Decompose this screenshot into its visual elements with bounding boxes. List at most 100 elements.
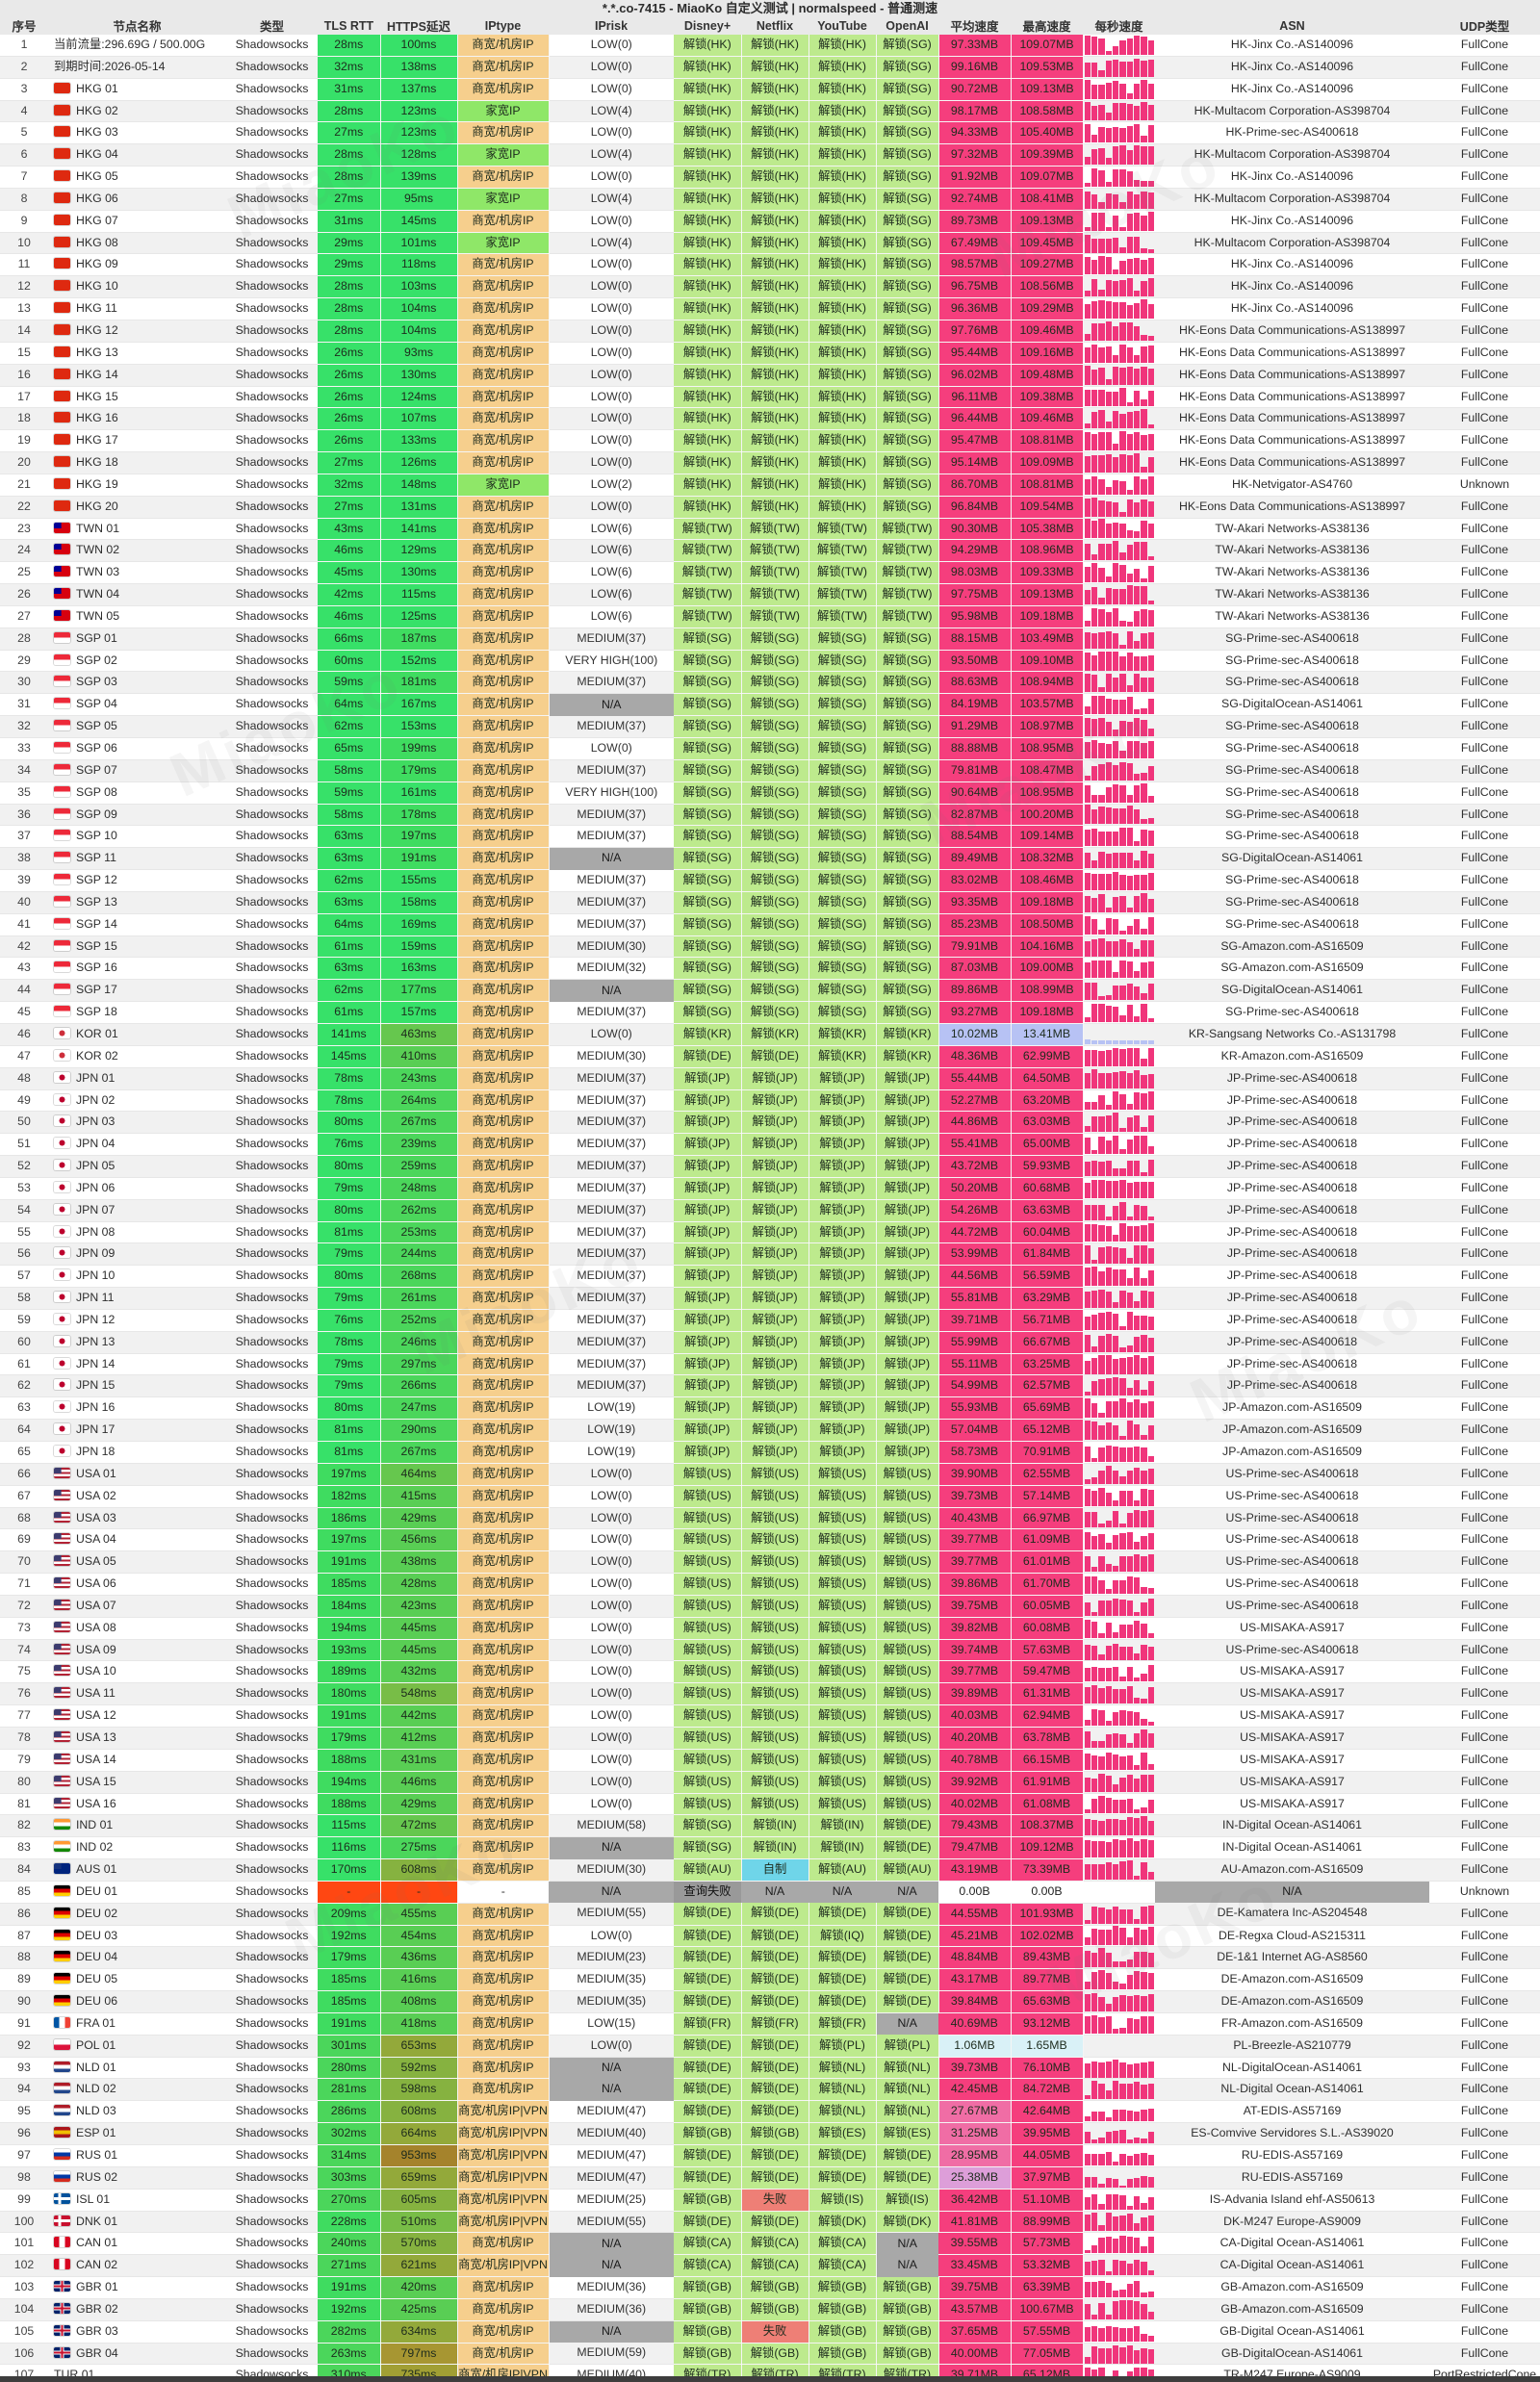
cell-udp-type: FullCone (1429, 1441, 1540, 1464)
cell-asn: US-Prime-sec-AS400618 (1155, 1528, 1429, 1552)
unlock-cell: 解锁(SG) (808, 781, 877, 805)
cell-udp-type: FullCone (1429, 2298, 1540, 2321)
cell-https-delay: 161ms (380, 781, 458, 805)
cell-https-delay: 418ms (380, 2012, 458, 2036)
cell-max-speed: 64.50MB (1011, 1067, 1084, 1090)
cell-node-name: RUS 01 (48, 2144, 226, 2167)
unlock-cell: 解锁(DE) (741, 2166, 809, 2190)
cell-node-name: DNK 01 (48, 2211, 226, 2234)
cell-asn: JP-Prime-sec-AS400618 (1155, 1111, 1429, 1135)
cell-row-number: 28 (0, 628, 48, 651)
cell-udp-type: FullCone (1429, 1660, 1540, 1684)
speed-sparkline (1083, 2298, 1155, 2321)
flag-icon-sg (54, 895, 70, 907)
unlock-cell: 解锁(DE) (876, 1925, 939, 1948)
cell-ip-risk: LOW(6) (549, 518, 674, 541)
unlock-cell: 解锁(JP) (808, 1155, 877, 1178)
unlock-cell: 解锁(US) (674, 1682, 742, 1706)
cell-udp-type: FullCone (1429, 628, 1540, 651)
unlock-cell: 解锁(TW) (876, 561, 939, 585)
flag-icon-gb (54, 2346, 70, 2358)
cell-ip-risk: N/A (549, 1836, 674, 1859)
cell-row-number: 86 (0, 1903, 48, 1926)
unlock-cell: 解锁(HK) (741, 342, 809, 365)
speed-sparkline (1083, 1639, 1155, 1662)
unlock-cell: 解锁(GB) (674, 2189, 742, 2212)
table-row: 75 USA 10 Shadowsocks 189ms 432ms 商宽/机房IP LOW(… (0, 1660, 1540, 1684)
cell-ip-risk: LOW(0) (549, 210, 674, 233)
unlock-cell: 解锁(HK) (741, 210, 809, 233)
cell-udp-type: FullCone (1429, 188, 1540, 211)
speed-sparkline (1083, 1441, 1155, 1464)
cell-https-delay: 592ms (380, 2057, 458, 2080)
cell-max-speed: 93.12MB (1011, 2012, 1084, 2036)
unlock-cell: 解锁(KR) (674, 1023, 742, 1046)
cell-protocol-type: Shadowsocks (226, 957, 318, 981)
cell-tls-rtt: 197ms (318, 1528, 381, 1552)
cell-asn: DE-Regxa Cloud-AS215311 (1155, 1925, 1429, 1948)
cell-asn: SG-DigitalOcean-AS14061 (1155, 847, 1429, 871)
unlock-cell: 解锁(SG) (876, 407, 939, 431)
unlock-cell: 解锁(US) (674, 1617, 742, 1640)
cell-row-number: 11 (0, 253, 48, 277)
unlock-cell: 解锁(PL) (876, 2035, 939, 2058)
cell-udp-type: FullCone (1429, 1595, 1540, 1618)
flag-icon-sg (54, 676, 70, 687)
cell-node-name: USA 15 (48, 1771, 226, 1794)
cell-max-speed: 103.57MB (1011, 693, 1084, 717)
cell-https-delay: 621ms (380, 2254, 458, 2278)
cell-ip-type: 商宽/机房IP (457, 2232, 550, 2256)
cell-tls-rtt: 80ms (318, 1199, 381, 1222)
cell-asn: US-Prime-sec-AS400618 (1155, 1550, 1429, 1575)
cell-tls-rtt: 182ms (318, 1485, 381, 1508)
unlock-cell: 解锁(GB) (741, 2122, 809, 2145)
cell-protocol-type: Shadowsocks (226, 628, 318, 651)
cell-asn: CA-Digital Ocean-AS14061 (1155, 2254, 1429, 2278)
cell-protocol-type: Shadowsocks (226, 1749, 318, 1772)
cell-ip-type: 商宽/机房IP (457, 2276, 550, 2299)
unlock-cell: 解锁(KR) (808, 1045, 877, 1068)
cell-avg-speed: 40.03MB (938, 1704, 1012, 1728)
page-title: *.*.co-7415 - MiaoKo 自定义测试 | normalspeed… (0, 0, 1540, 16)
cell-node-name: TWN 04 (48, 583, 226, 606)
unlock-cell: 解锁(HK) (808, 451, 877, 474)
cell-udp-type: FullCone (1429, 913, 1540, 936)
cell-node-name: NLD 02 (48, 2078, 226, 2102)
cell-asn: JP-Prime-sec-AS400618 (1155, 1177, 1429, 1200)
cell-tls-rtt: 63ms (318, 891, 381, 914)
unlock-cell: 解锁(SG) (876, 100, 939, 123)
unlock-cell: 解锁(JP) (741, 1419, 809, 1442)
cell-ip-risk: MEDIUM(37) (549, 1242, 674, 1267)
unlock-cell: 解锁(IQ) (808, 1925, 877, 1948)
cell-udp-type: FullCone (1429, 1155, 1540, 1178)
speed-sparkline (1083, 364, 1155, 387)
table-row: 11 HKG 09 Shadowsocks 29ms 118ms 商宽/机房IP LOW(0… (0, 253, 1540, 277)
unlock-cell: 解锁(SG) (741, 847, 809, 871)
cell-node-name: CAN 02 (48, 2254, 226, 2278)
unlock-cell: 解锁(DE) (674, 2057, 742, 2080)
unlock-cell: 解锁(DE) (808, 1903, 877, 1926)
unlock-cell: 解锁(GB) (808, 2343, 877, 2366)
cell-asn: US-Prime-sec-AS400618 (1155, 1507, 1429, 1530)
cell-udp-type: FullCone (1429, 1396, 1540, 1421)
flag-icon-hk (54, 258, 70, 269)
unlock-cell: 解锁(HK) (741, 364, 809, 387)
flag-icon-jp (54, 1247, 70, 1259)
cell-max-speed: 57.55MB (1011, 2320, 1084, 2344)
cell-ip-risk: N/A (549, 2057, 674, 2079)
unlock-cell: 解锁(US) (741, 1749, 809, 1772)
unlock-cell: 解锁(US) (674, 1727, 742, 1750)
cell-ip-type: 商宽/机房IP|VPN (457, 2189, 550, 2212)
unlock-cell-na: N/A (876, 2012, 938, 2036)
unlock-cell: 解锁(DE) (808, 1968, 877, 1992)
unlock-cell: 解锁(HK) (808, 320, 877, 343)
speed-sparkline (1083, 1155, 1155, 1178)
cell-https-delay: 608ms (380, 1858, 458, 1882)
bottom-edge-bar (0, 2376, 1540, 2382)
cell-row-number: 32 (0, 715, 48, 738)
cell-row-number: 26 (0, 583, 48, 606)
speed-sparkline (1083, 518, 1155, 541)
cell-https-delay: 177ms (380, 979, 458, 1003)
cell-max-speed: 60.68MB (1011, 1177, 1084, 1200)
cell-row-number: 49 (0, 1089, 48, 1113)
